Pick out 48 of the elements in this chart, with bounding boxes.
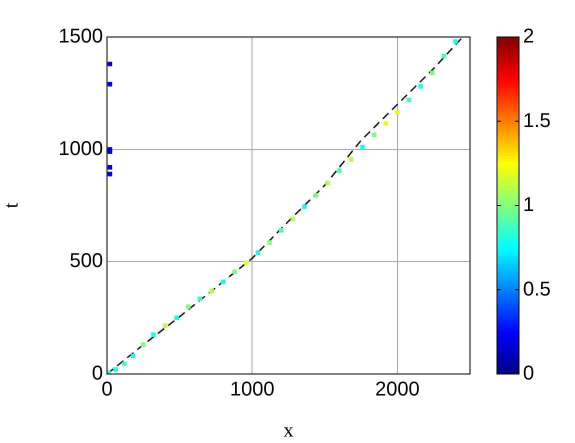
point: [244, 260, 249, 266]
point: [220, 280, 226, 284]
point: [348, 157, 354, 162]
point: [453, 39, 458, 44]
point: [256, 250, 260, 255]
point: [130, 354, 136, 358]
point: [141, 342, 146, 348]
point: [418, 84, 423, 89]
point: [430, 70, 435, 76]
point: [108, 165, 112, 170]
y-tick-label: 1000: [58, 138, 103, 160]
point: [290, 216, 296, 222]
y-tick-label: 500: [70, 250, 103, 272]
point: [384, 121, 388, 126]
y-tick-label: 1500: [58, 26, 103, 48]
point: [314, 193, 318, 198]
x-tick-label: 1000: [230, 378, 274, 401]
y-tick-label: 0: [92, 362, 103, 385]
point: [406, 98, 412, 102]
point: [267, 240, 272, 245]
point: [337, 168, 342, 173]
color-bar-label: 1.5: [523, 110, 551, 132]
point: [372, 132, 376, 137]
point: [198, 296, 202, 302]
point: [108, 62, 112, 66]
point: [122, 362, 127, 366]
color-bar-label: 1: [523, 194, 534, 216]
point: [302, 204, 307, 209]
point: [442, 54, 446, 58]
point: [162, 323, 168, 328]
color-bar-label: 2: [523, 26, 534, 48]
point: [278, 228, 284, 232]
point: [108, 172, 112, 176]
point: [113, 367, 118, 372]
point: [325, 180, 330, 186]
x-axis-title: x: [284, 419, 294, 442]
point: [209, 288, 214, 294]
point: [108, 82, 112, 86]
y-axis-title: t: [0, 202, 22, 208]
point: [151, 332, 156, 337]
point: [174, 316, 179, 320]
color-bar-label: 0.5: [523, 278, 551, 300]
point: [395, 110, 400, 115]
color-bar-label: 0: [523, 362, 534, 385]
point: [232, 270, 238, 274]
point: [186, 304, 191, 309]
x-tick-label: 2000: [375, 378, 420, 401]
point: [360, 144, 365, 150]
